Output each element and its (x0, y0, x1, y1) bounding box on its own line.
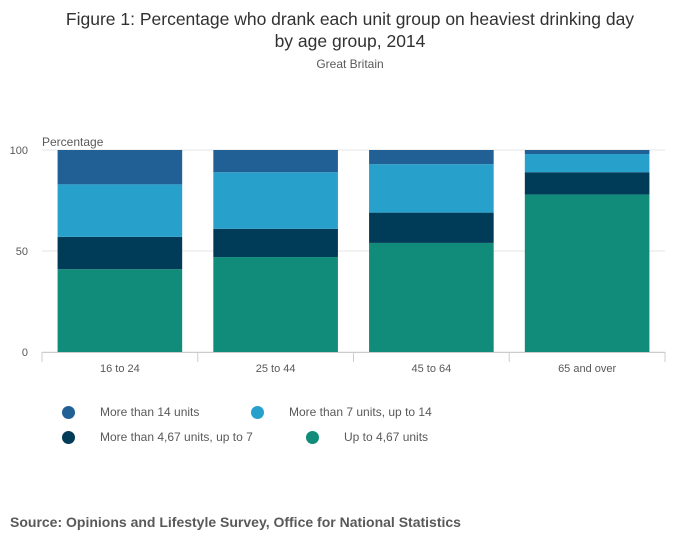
bar-segment (524, 172, 650, 195)
bar-segment (369, 212, 494, 243)
legend-label: More than 7 units, up to 14 (289, 405, 432, 419)
chart-title-line-2: by age group, 2014 (274, 31, 426, 51)
legend-label: More than 14 units (100, 405, 200, 419)
legend-label: Up to 4,67 units (344, 430, 429, 444)
stacked-bar-chart: 0 50 100 Percentage 16 to 24 25 to 44 45 to 64… (10, 135, 666, 375)
bar-segment (57, 150, 183, 185)
legend-swatch (251, 405, 264, 419)
bar-segment (369, 150, 494, 165)
x-tick-label: 25 to 44 (256, 363, 296, 375)
bar-segment (57, 236, 183, 270)
bar-segment (213, 150, 338, 173)
bar-segment (57, 184, 183, 237)
legend-swatch (62, 405, 75, 419)
y-axis-label: Percentage (42, 135, 104, 149)
legend-item: More than 4,67 units, up to 7 (62, 430, 253, 444)
bar-segment (213, 172, 338, 229)
y-tick-label: 0 (22, 347, 28, 359)
legend-swatch (62, 430, 75, 444)
source-note: Source: Opinions and Lifestyle Survey, O… (10, 514, 461, 530)
bar-segment (213, 228, 338, 258)
y-tick-label: 50 (16, 246, 28, 258)
chart-subtitle: Great Britain (316, 57, 384, 71)
x-tick-label: 16 to 24 (100, 363, 140, 375)
legend-item: More than 7 units, up to 14 (251, 405, 432, 419)
bar-segment (369, 164, 494, 213)
bar-segment (524, 150, 650, 155)
y-tick-label: 100 (10, 145, 28, 157)
bar-segment (213, 257, 338, 352)
x-tick-label: 65 and over (558, 363, 616, 375)
bar-segment (57, 269, 183, 352)
legend-item: More than 14 units (62, 405, 199, 419)
legend-swatch (306, 430, 319, 444)
bar-segment (524, 194, 650, 352)
bar-segment (369, 242, 494, 352)
chart-title: Figure 1: Percentage who drank each unit… (0, 8, 700, 52)
x-tick-label: 45 to 64 (411, 363, 451, 375)
legend-item: Up to 4,67 units (306, 430, 428, 444)
chart-title-line-1: Figure 1: Percentage who drank each unit… (65, 9, 635, 29)
bar-segment (524, 154, 650, 173)
legend-label: More than 4,67 units, up to 7 (100, 430, 253, 444)
